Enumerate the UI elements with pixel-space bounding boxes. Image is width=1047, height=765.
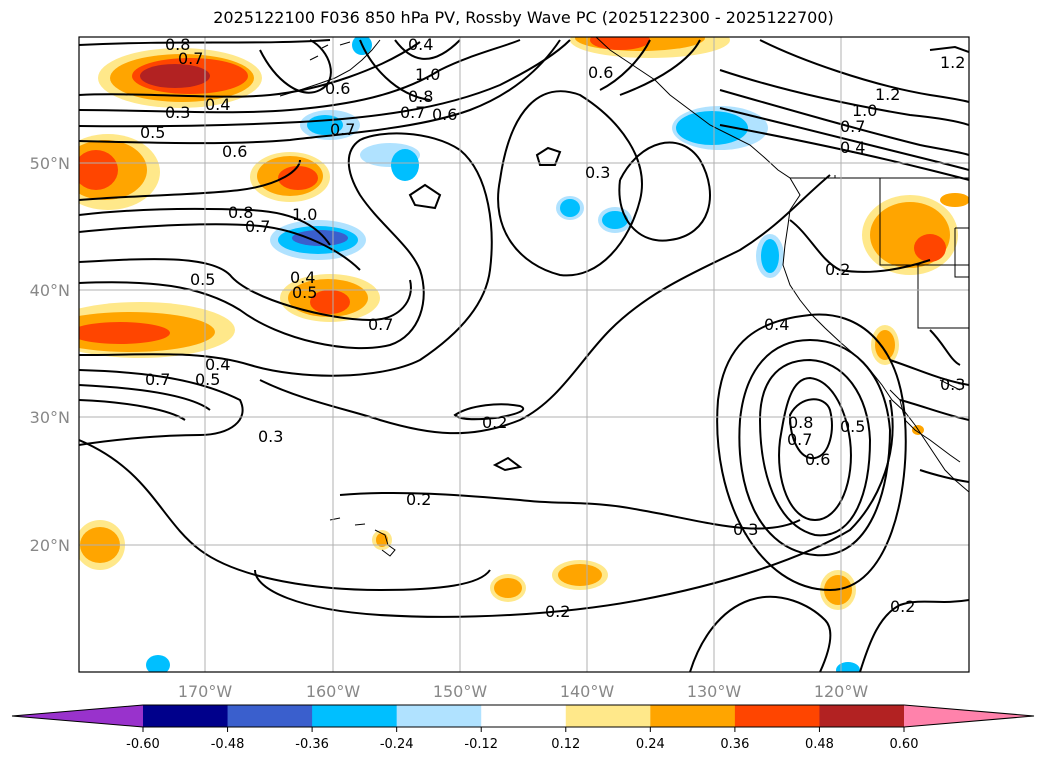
- lon-tick-label: 130°W: [687, 682, 742, 701]
- lon-tick-label: 170°W: [178, 682, 233, 701]
- colorbar-segment: [312, 705, 398, 727]
- contour-label: 1.0: [415, 65, 440, 84]
- lat-tick-label: 30°N: [30, 408, 70, 427]
- contour-label: 0.6: [432, 105, 457, 124]
- contour-label: 0.7: [245, 217, 270, 236]
- contour-label: 0.4: [408, 35, 433, 54]
- colorbar-segment: [481, 705, 567, 727]
- map-frame: [78, 36, 970, 673]
- contour-label: 0.6: [222, 142, 247, 161]
- colorbar-tick-label: -0.24: [380, 737, 414, 752]
- pv-contours: [79, 39, 969, 672]
- longitude-axis: 170°W 160°W 150°W 140°W 130°W 120°W: [178, 682, 869, 701]
- contour-labels: 0.8 0.7 0.3 0.4 0.5 0.6 0.6 0.7 0.8 0.4 …: [140, 35, 965, 621]
- contour-label: 0.5: [292, 283, 317, 302]
- lon-tick-label: 140°W: [560, 682, 615, 701]
- colorbar: -0.60 -0.48 -0.36 -0.24 -0.12 0.12 0.24 0.36 0.4…: [11, 704, 1035, 752]
- contour-label: 0.8: [165, 35, 190, 54]
- contour-label: 0.4: [290, 268, 315, 287]
- lon-tick-label: 150°W: [433, 682, 488, 701]
- contour-label: 0.4: [205, 95, 230, 114]
- contour-label: 0.8: [408, 87, 433, 106]
- contour-label: 1.0: [292, 205, 317, 224]
- gridlines: [79, 37, 969, 672]
- lon-tick-label: 120°W: [814, 682, 869, 701]
- colorbar-tick-label: 0.12: [551, 737, 580, 752]
- latitude-axis: 50°N 40°N 30°N 20°N: [30, 154, 70, 555]
- contour-label: 0.5: [840, 417, 865, 436]
- contour-label: 0.4: [205, 355, 230, 374]
- pv-shading: 0.8 0.7 0.3 0.4 0.5 0.6 0.6 0.7 0.8 0.4 …: [79, 35, 969, 672]
- colorbar-tick-label: -0.12: [464, 737, 498, 752]
- contour-label: 0.6: [325, 79, 350, 98]
- colorbar-segment: [734, 705, 820, 727]
- contour-label: 0.7: [400, 103, 425, 122]
- colorbar-segment: [819, 705, 905, 727]
- contour-label: 0.7: [178, 49, 203, 68]
- contour-label: 0.2: [890, 597, 915, 616]
- lon-tick-label: 160°W: [306, 682, 361, 701]
- colorbar-extend-left: [12, 705, 143, 727]
- negative-pv-anomaly: [146, 37, 860, 672]
- contour-label: 0.2: [825, 260, 850, 279]
- contour-label: 0.3: [733, 520, 758, 539]
- contour-label: 0.4: [764, 315, 789, 334]
- lat-tick-label: 40°N: [30, 281, 70, 300]
- contour-label: 0.3: [585, 163, 610, 182]
- colorbar-segment: [650, 705, 736, 727]
- contour-label: 1.2: [940, 53, 965, 72]
- colorbar-tick-label: -0.48: [211, 737, 245, 752]
- contour-label: 0.7: [145, 370, 170, 389]
- contour-label: 0.4: [840, 138, 865, 157]
- contour-label: 1.2: [875, 85, 900, 104]
- colorbar-tick-label: 0.48: [805, 737, 834, 752]
- coastlines: [279, 37, 969, 557]
- colorbar-segment: [143, 705, 229, 727]
- contour-label: 0.7: [368, 315, 393, 334]
- lat-tick-label: 20°N: [30, 536, 70, 555]
- contour-label: 0.5: [140, 123, 165, 142]
- colorbar-segment: [565, 705, 651, 727]
- contour-label: 0.2: [406, 490, 431, 509]
- contour-label: 1.0: [852, 101, 877, 120]
- contour-label: 0.7: [330, 120, 355, 139]
- contour-label: 0.8: [788, 413, 813, 432]
- contour-label: 0.8: [228, 203, 253, 222]
- contour-label: 0.7: [840, 117, 865, 136]
- contour-label: 0.2: [482, 413, 507, 432]
- colorbar-tick-label: 0.60: [890, 737, 919, 752]
- colorbar-segment: [227, 705, 313, 727]
- colorbar-tick-label: 0.24: [636, 737, 665, 752]
- colorbar-segment: [396, 705, 482, 727]
- lat-tick-label: 50°N: [30, 154, 70, 173]
- contour-label: 0.2: [545, 602, 570, 621]
- contour-label: 0.6: [805, 450, 830, 469]
- colorbar-extend-right: [904, 705, 1034, 727]
- contour-label: 0.3: [165, 103, 190, 122]
- positive-pv-anomaly: [79, 37, 969, 610]
- contour-label: 0.7: [787, 430, 812, 449]
- colorbar-tick-label: -0.60: [126, 737, 160, 752]
- contour-label: 0.6: [588, 63, 613, 82]
- colorbar-tick-label: -0.36: [295, 737, 329, 752]
- contour-label: 0.3: [940, 375, 965, 394]
- contour-label: 0.5: [195, 370, 220, 389]
- contour-label: 0.3: [258, 427, 283, 446]
- map-title: 2025122100 F036 850 hPa PV, Rossby Wave …: [213, 8, 834, 27]
- contour-label: 0.5: [190, 270, 215, 289]
- colorbar-tick-label: 0.36: [720, 737, 749, 752]
